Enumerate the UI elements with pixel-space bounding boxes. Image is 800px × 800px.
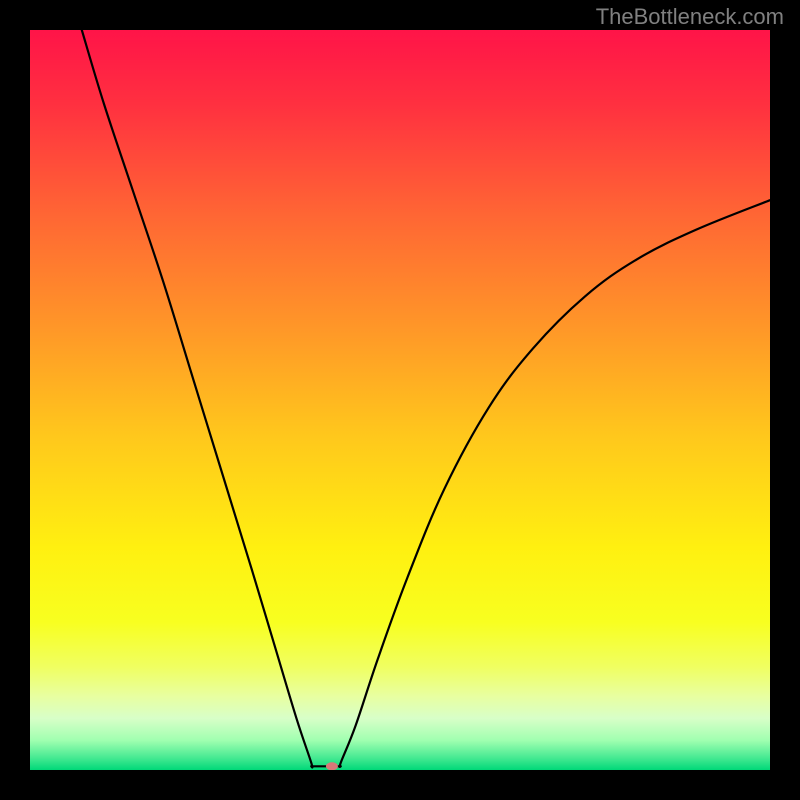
chart-background: [30, 30, 770, 770]
bottleneck-chart: [30, 30, 770, 770]
minimum-marker: [326, 762, 338, 770]
chart-frame: { "watermark": { "text": "TheBottleneck.…: [0, 0, 800, 800]
watermark-text: TheBottleneck.com: [596, 4, 784, 30]
